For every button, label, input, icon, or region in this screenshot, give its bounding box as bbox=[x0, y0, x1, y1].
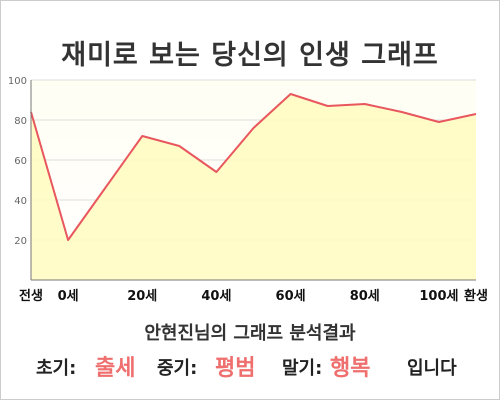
x-tick-label: 80세 bbox=[350, 289, 380, 304]
early-label: 초기: bbox=[36, 358, 77, 379]
middle-value: 평범 bbox=[215, 356, 256, 381]
y-tick-label: 100 bbox=[8, 76, 27, 87]
series-area-fill bbox=[31, 94, 476, 280]
x-tick-label: 20세 bbox=[127, 289, 157, 304]
late-label: 말기: bbox=[282, 358, 323, 379]
x-tick-label: 60세 bbox=[276, 289, 306, 304]
x-tick-label: 40세 bbox=[201, 289, 231, 304]
page-title: 재미로 보는 당신의 인생 그래프 bbox=[61, 40, 439, 71]
result-suffix: 입니다 bbox=[407, 358, 457, 379]
result-summary: 초기: 출세 중기: 평범 말기: 행복 입니다 bbox=[0, 350, 500, 382]
x-tick-label: 0세 bbox=[58, 289, 79, 304]
series-area bbox=[30, 93, 477, 280]
series-line bbox=[30, 93, 477, 241]
y-tick-labels: 20 40 60 80 100 bbox=[8, 76, 27, 247]
y-tick-label: 80 bbox=[14, 116, 27, 127]
middle-label: 중기: bbox=[157, 358, 198, 379]
x-tick-label: 환생 bbox=[464, 288, 488, 304]
x-tick-labels: 전생 0세 20세 40세 60세 80세 100세 환생 bbox=[19, 288, 488, 304]
y-tick-label: 60 bbox=[14, 156, 27, 167]
x-tick-label: 전생 bbox=[19, 288, 43, 304]
axes bbox=[30, 80, 476, 281]
y-tick-label: 40 bbox=[14, 196, 27, 207]
result-title: 안현진님의 그래프 분석결과 bbox=[144, 323, 356, 344]
early-value: 출세 bbox=[95, 356, 136, 381]
x-tick-label: 100세 bbox=[419, 289, 458, 304]
late-value: 행복 bbox=[330, 356, 371, 381]
y-tick-label: 20 bbox=[14, 236, 27, 247]
